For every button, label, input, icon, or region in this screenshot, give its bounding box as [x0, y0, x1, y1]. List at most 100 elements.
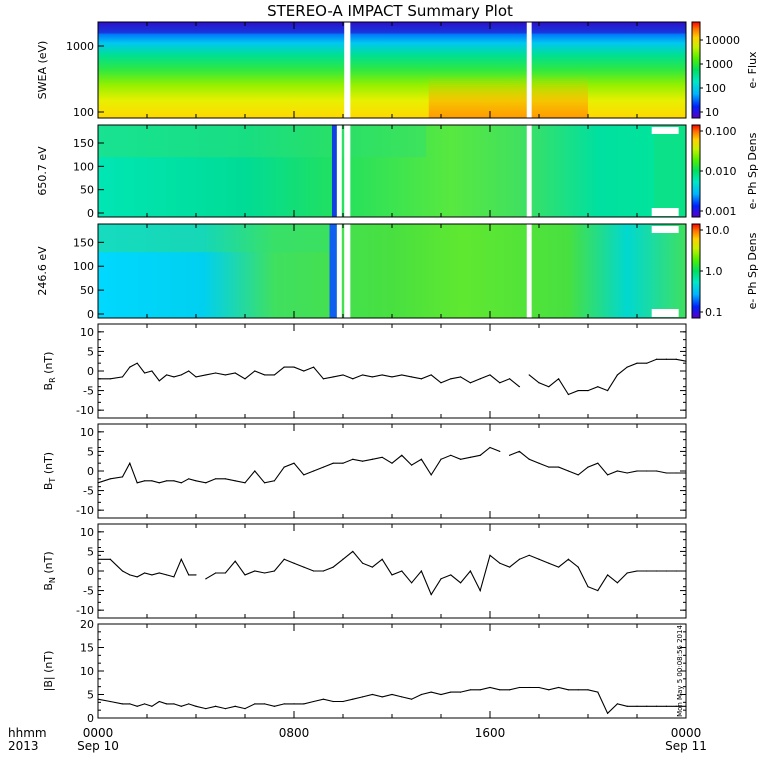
br-point — [460, 376, 462, 378]
bn-point — [158, 572, 160, 574]
bt-point — [509, 454, 511, 456]
bmag-point — [371, 693, 373, 696]
bt-point — [143, 480, 146, 482]
pad650-ytick-label: 150 — [73, 137, 94, 150]
bmag-point — [460, 691, 462, 693]
br-point — [158, 380, 160, 382]
bmag-point — [362, 696, 364, 698]
time-tick-date: Sep 10 — [77, 739, 119, 753]
bt-point — [558, 466, 560, 468]
bt-point — [479, 454, 481, 456]
pad246-colorbar-tick-label: 1.0 — [705, 265, 723, 278]
bmag-point — [322, 698, 324, 700]
bt-point — [616, 470, 619, 472]
br-point — [121, 376, 124, 378]
bmag-point — [499, 689, 501, 691]
bn-point — [254, 570, 256, 572]
bt-point — [371, 458, 373, 460]
bmag-point — [656, 705, 658, 707]
bn-point — [322, 570, 324, 572]
bt-point — [362, 460, 364, 462]
bt-point — [322, 466, 324, 468]
pad246-spectrogram — [98, 224, 686, 318]
br-point — [362, 374, 364, 376]
bn-point — [224, 572, 226, 574]
bn-point — [665, 570, 668, 572]
bn-point — [528, 554, 530, 556]
bn-ylabel-unit: (nT) — [42, 551, 55, 577]
br-point — [675, 358, 677, 360]
bt-point — [136, 482, 138, 484]
bn-point — [264, 572, 266, 574]
pad246-data-gap — [336, 224, 342, 318]
bmag-point — [215, 705, 217, 707]
bn-point — [587, 586, 589, 588]
bn-point — [636, 570, 638, 572]
bn-point — [646, 570, 648, 572]
bt-point — [460, 458, 462, 460]
pad650-spectrogram — [98, 125, 686, 217]
bn-point — [509, 566, 511, 568]
pad650-data-gap — [344, 125, 351, 217]
bt-point — [401, 454, 403, 456]
bmag-point — [391, 693, 393, 696]
br-panel-frame — [97, 323, 687, 419]
bt-ytick-label: 0 — [87, 465, 94, 478]
br-point — [499, 382, 501, 384]
bn-point — [188, 574, 190, 576]
br-point — [479, 378, 481, 380]
br-point — [205, 374, 207, 376]
br-point — [136, 362, 138, 364]
bmag-point — [646, 705, 648, 707]
bn-ylabel-subscript: N — [48, 577, 57, 583]
bmag-point — [224, 708, 226, 710]
pad650-colorbar-tick-label: 0.001 — [705, 205, 737, 218]
bt-ylabel: BT (nT) — [42, 452, 57, 490]
time-tick-label: 0000 — [671, 726, 702, 740]
bmag-line — [97, 686, 686, 715]
bt-point — [283, 466, 285, 468]
bt-point — [151, 480, 153, 482]
br-ytick-label: -10 — [76, 404, 94, 417]
pad246-upper-band — [98, 224, 334, 253]
bn-point — [215, 572, 217, 574]
bmag-series — [97, 686, 687, 715]
bn-point — [303, 566, 305, 568]
bn-point — [675, 570, 677, 572]
bn-point — [244, 574, 246, 576]
bt-point — [244, 482, 246, 484]
bmag-point — [401, 696, 403, 698]
bmag-ytick-label: 5 — [87, 689, 94, 702]
bmag-point — [166, 703, 168, 705]
bt-point — [273, 480, 275, 482]
bmag-point — [143, 703, 146, 705]
br-point — [129, 366, 131, 368]
pad650-fill-gap-top — [651, 127, 679, 134]
pad650-colorbar — [691, 124, 701, 218]
bt-series — [97, 446, 687, 484]
bt-point — [109, 478, 111, 480]
bmag-point — [509, 689, 511, 691]
bt-point — [597, 462, 599, 464]
swea-background — [98, 22, 686, 118]
br-point — [567, 393, 570, 396]
br-point — [538, 382, 540, 384]
bmag-point — [109, 700, 111, 703]
bmag-ytick-label: 0 — [87, 712, 94, 725]
bt-point — [166, 480, 168, 482]
bn-point — [234, 560, 236, 562]
bn-point — [332, 566, 334, 568]
br-point — [381, 374, 383, 376]
bmag-point — [205, 708, 207, 710]
br-point — [558, 378, 560, 380]
bt-ytick-label: -10 — [76, 504, 94, 517]
bt-ytick-label: -5 — [83, 485, 94, 498]
bt-point — [607, 474, 609, 476]
time-tick-date: Sep 11 — [665, 739, 707, 753]
bmag-point — [538, 686, 540, 689]
bn-point — [362, 562, 364, 564]
pad246-colorbar-tick-label: 10.0 — [705, 224, 730, 237]
br-point — [548, 386, 550, 388]
bn-point — [450, 574, 452, 576]
